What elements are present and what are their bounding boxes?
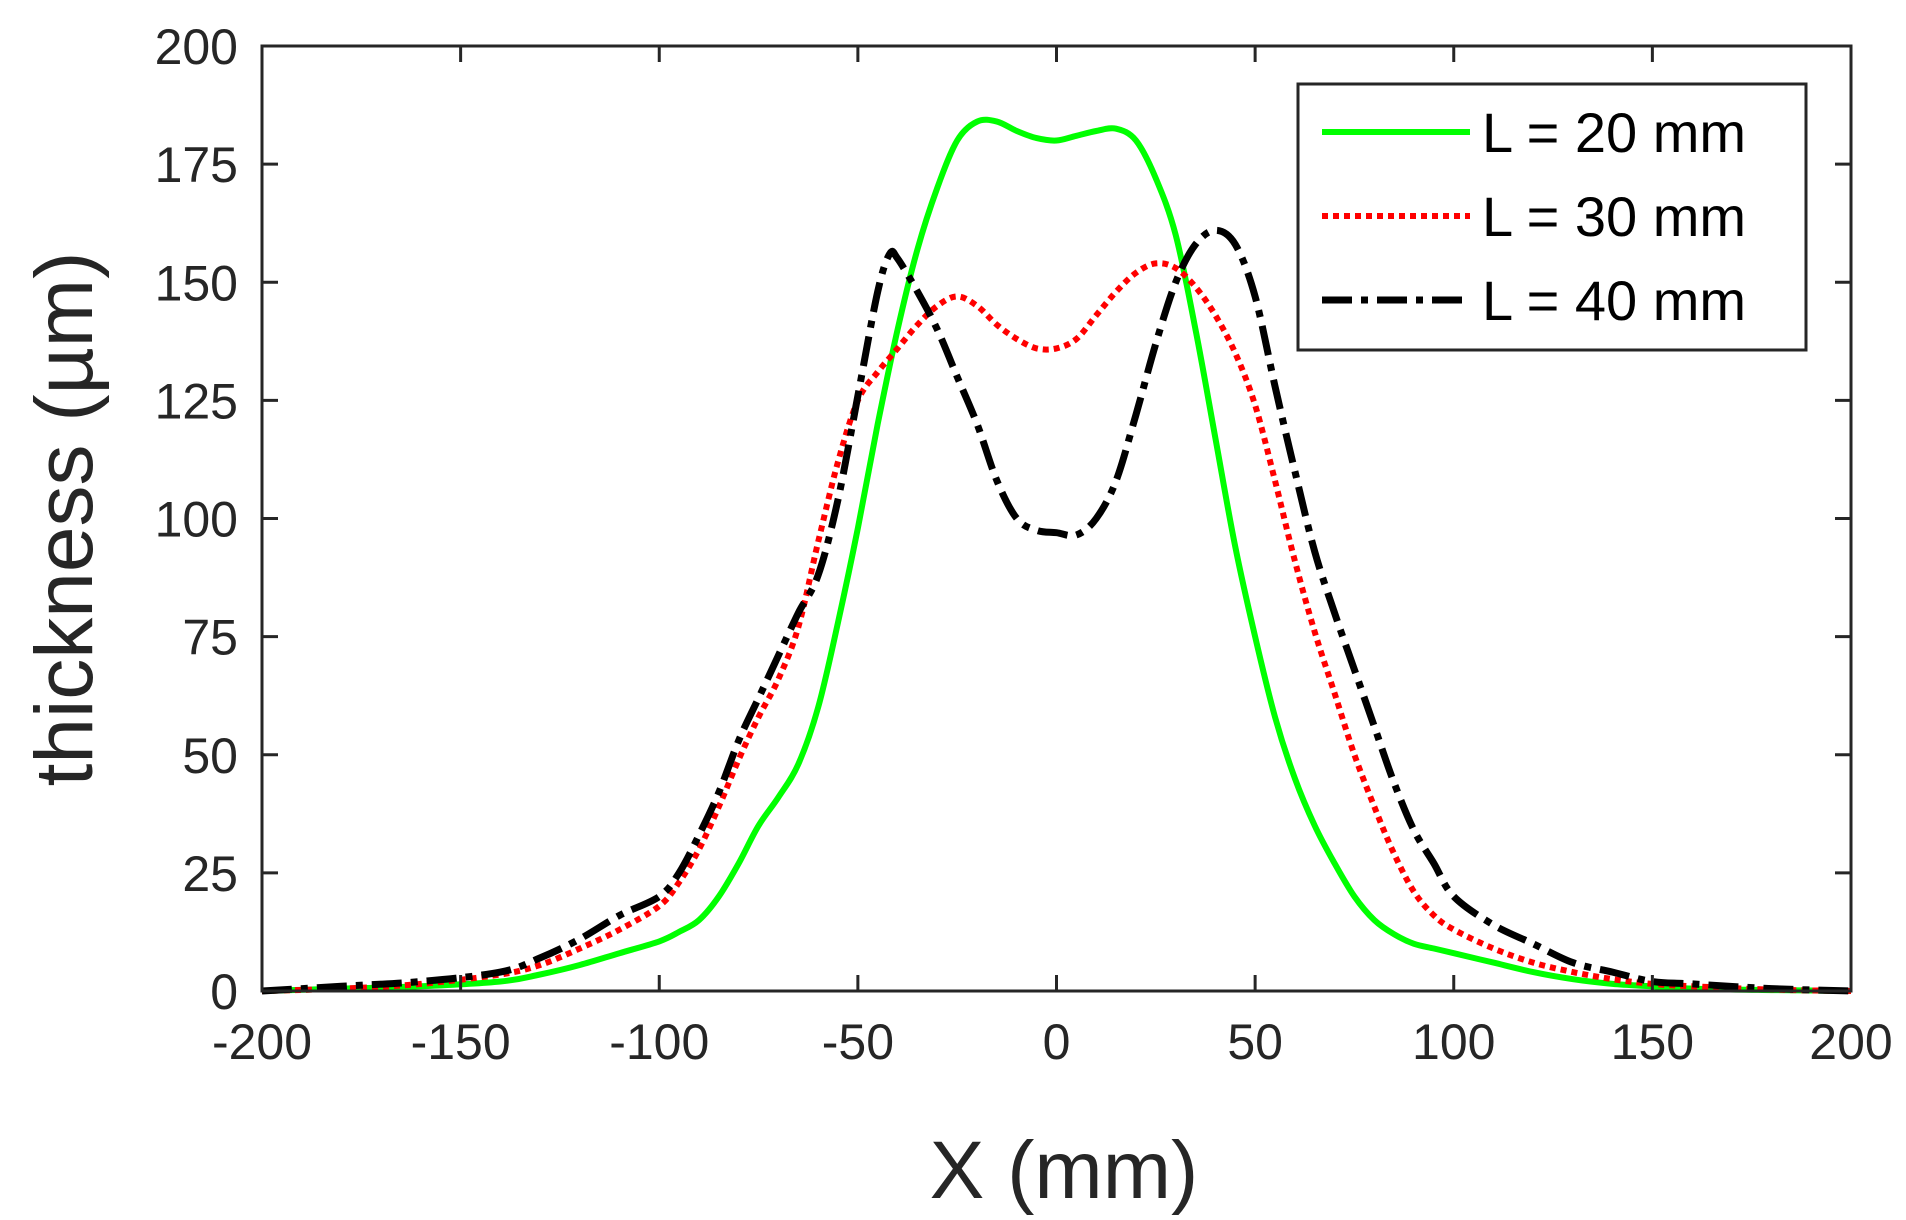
y-tick-label: 200 bbox=[155, 19, 238, 75]
y-axis-label: thickness (µm) bbox=[19, 252, 110, 787]
x-tick-label: 200 bbox=[1809, 1014, 1892, 1070]
x-tick-label: -100 bbox=[609, 1014, 709, 1070]
y-tick-label: 25 bbox=[182, 846, 238, 902]
x-tick-label: 50 bbox=[1227, 1014, 1283, 1070]
x-axis-label: X (mm) bbox=[930, 1125, 1199, 1216]
series-line-l-40-mm bbox=[261, 226, 1852, 995]
y-tick-label: 100 bbox=[155, 492, 238, 548]
series-line-l-20-mm bbox=[261, 116, 1852, 994]
x-tick-label: 150 bbox=[1611, 1014, 1694, 1070]
ticks-layer: -200 -150 -100 -50 0 50 100 150 200 0 25 50 75 100 125… bbox=[155, 19, 1893, 1070]
x-tick-label: -200 bbox=[212, 1014, 312, 1070]
legend-label-l20: L = 20 mm bbox=[1482, 101, 1746, 164]
y-tick-label: 0 bbox=[210, 964, 238, 1020]
x-tick-label: 0 bbox=[1043, 1014, 1071, 1070]
y-tick-label: 75 bbox=[182, 610, 238, 666]
x-tick-label: -50 bbox=[822, 1014, 894, 1070]
legend-label-l40: L = 40 mm bbox=[1482, 269, 1746, 332]
y-tick-label: 150 bbox=[155, 255, 238, 311]
legend-label-l30: L = 30 mm bbox=[1482, 185, 1746, 248]
y-tick-label: 175 bbox=[155, 137, 238, 193]
x-tick-label: 100 bbox=[1412, 1014, 1495, 1070]
series-layer bbox=[261, 116, 1852, 995]
plot-frame bbox=[260, 44, 1853, 993]
x-tick-label: -150 bbox=[411, 1014, 511, 1070]
y-tick-label: 50 bbox=[182, 728, 238, 784]
series-line-l-30-mm bbox=[261, 260, 1852, 994]
legend: L = 20 mm L = 30 mm L = 40 mm bbox=[1296, 82, 1808, 352]
y-tick-label: 125 bbox=[155, 373, 238, 429]
